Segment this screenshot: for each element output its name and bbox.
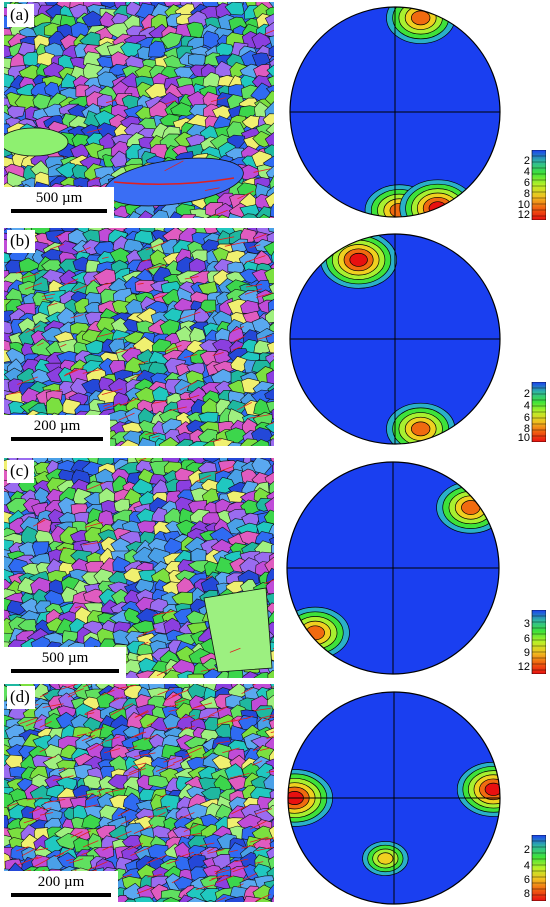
scale-bar-line-d bbox=[11, 893, 111, 897]
colorbar-tick-b-1: 2 bbox=[523, 388, 530, 400]
colorbar-tick-b-4: 8 bbox=[523, 423, 530, 435]
pole-figure-d bbox=[286, 690, 502, 906]
colorbar-tick-a-3: 6 bbox=[523, 177, 530, 189]
ipf-grain-map-a bbox=[4, 2, 274, 218]
colorbar-tick-d-4: 8 bbox=[523, 888, 530, 900]
colorbar-b: 2 4 6 8 10 bbox=[512, 382, 546, 444]
panel-d: (d) 200 µm 2 4 6 8 bbox=[0, 682, 550, 907]
colorbar-tick-b-5: 10 bbox=[517, 432, 530, 444]
scale-bar-d: 200 µm bbox=[4, 871, 118, 902]
colorbar-tick-c-4: 12 bbox=[517, 661, 530, 673]
ipf-grain-map-c bbox=[4, 458, 274, 678]
pole-figure-plot-b bbox=[289, 233, 501, 445]
panel-b: (b) 200 µm 2 4 6 8 10 bbox=[0, 226, 550, 451]
colorbar-tick-b-2: 4 bbox=[523, 400, 530, 412]
colorbar-tick-c-2: 6 bbox=[523, 633, 530, 645]
scale-bar-line-b bbox=[11, 437, 103, 441]
scale-bar-text-a: 500 µm bbox=[35, 190, 83, 206]
panel-label-c: (c) bbox=[7, 460, 34, 483]
panel-c: (c) 500 µm 3 6 9 12 bbox=[0, 454, 550, 679]
pole-figure-plot-a bbox=[289, 6, 501, 218]
colorbar-gradient-c bbox=[531, 610, 546, 674]
colorbar-tick-a-2: 4 bbox=[523, 166, 530, 178]
ebsd-map-b: (b) 200 µm bbox=[4, 228, 274, 446]
scale-bar-c: 500 µm bbox=[4, 647, 126, 678]
colorbar-tick-d-1: 2 bbox=[523, 844, 530, 856]
colorbar-tick-a-5: 10 bbox=[517, 199, 530, 211]
colorbar-tick-a-1: 2 bbox=[523, 155, 530, 167]
colorbar-gradient-b bbox=[531, 382, 546, 442]
colorbar-a: 2 4 6 8 10 12 bbox=[512, 150, 546, 221]
scale-bar-text-c: 500 µm bbox=[41, 650, 89, 666]
panel-a: (a) 500 µm 2 4 6 8 10 12 bbox=[0, 0, 550, 225]
panel-label-d: (d) bbox=[7, 686, 35, 709]
pole-figure-a bbox=[288, 5, 502, 219]
panel-label-a: (a) bbox=[7, 4, 34, 27]
scale-bar-text-d: 200 µm bbox=[37, 874, 85, 890]
scale-bar-text-b: 200 µm bbox=[33, 418, 81, 434]
colorbar-tick-d-2: 4 bbox=[523, 860, 530, 872]
colorbar-tick-c-1: 3 bbox=[523, 618, 530, 630]
colorbar-tick-b-3: 6 bbox=[523, 412, 530, 424]
panel-label-b: (b) bbox=[7, 230, 35, 253]
scale-bar-line-c bbox=[11, 669, 119, 673]
colorbar-gradient-a bbox=[531, 150, 546, 220]
scale-bar-line-a bbox=[11, 209, 107, 213]
colorbar-gradient-d bbox=[531, 835, 546, 901]
colorbar-tick-a-6: 12 bbox=[517, 209, 530, 221]
colorbar-tick-c-3: 9 bbox=[523, 647, 530, 659]
ipf-grain-map-d bbox=[4, 684, 274, 902]
ebsd-map-d: (d) 200 µm bbox=[4, 684, 274, 902]
colorbar-tick-d-3: 6 bbox=[523, 874, 530, 886]
scale-bar-a: 500 µm bbox=[4, 187, 114, 218]
ebsd-map-c: (c) 500 µm bbox=[4, 458, 274, 678]
colorbar-c: 3 6 9 12 bbox=[512, 610, 546, 674]
pole-figure-b bbox=[288, 232, 502, 446]
pole-figure-c bbox=[285, 460, 501, 676]
colorbar-tick-a-4: 8 bbox=[523, 188, 530, 200]
colorbar-d: 2 4 6 8 bbox=[512, 835, 546, 901]
scale-bar-b: 200 µm bbox=[4, 415, 110, 446]
pole-figure-plot-c bbox=[286, 461, 500, 675]
pole-figure-plot-d bbox=[287, 691, 501, 905]
ipf-grain-map-b bbox=[4, 228, 274, 446]
ebsd-map-a: (a) 500 µm bbox=[4, 2, 274, 218]
